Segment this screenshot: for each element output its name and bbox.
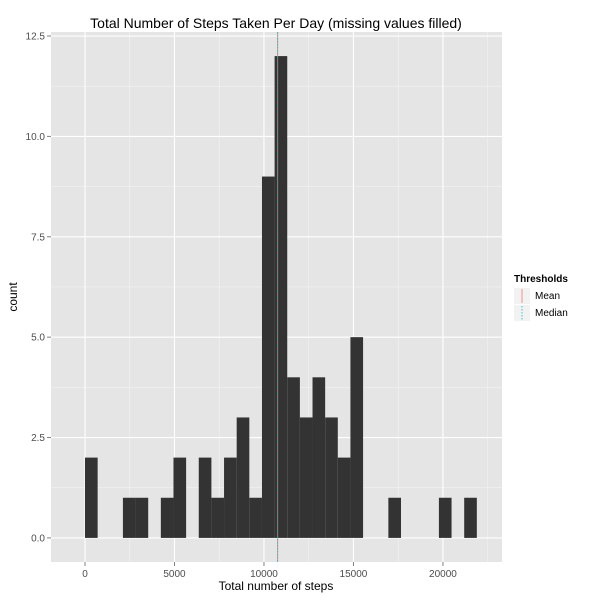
y-axis: 0.0 2.5 5.0 7.5 10.0 12.5 [26, 32, 51, 544]
histogram-bar [85, 457, 98, 538]
histogram-bar [312, 377, 326, 538]
histogram-bar [198, 457, 212, 538]
x-axis: 0 5000 10000 15000 20000 [82, 562, 457, 580]
histogram-bar [325, 417, 338, 538]
legend: Thresholds Mean Median [514, 274, 568, 321]
y-tick-label: 12.5 [26, 32, 46, 43]
y-tick-label: 0.0 [31, 533, 45, 544]
histogram-bar [287, 377, 300, 538]
histogram-bar [236, 417, 250, 538]
x-tick-label: 10000 [250, 569, 278, 580]
histogram-bar [173, 457, 187, 538]
x-axis-title: Total number of steps [219, 579, 334, 593]
legend-label-mean: Mean [535, 291, 560, 302]
histogram-bar [122, 497, 136, 538]
x-tick-label: 20000 [429, 569, 457, 580]
histogram-bar [388, 497, 401, 538]
histogram-bar [337, 457, 351, 538]
x-tick-label: 5000 [163, 569, 186, 580]
histogram-bar [249, 497, 262, 538]
legend-label-median: Median [535, 308, 568, 319]
histogram-bar [160, 497, 174, 538]
histogram-bar [299, 417, 313, 538]
y-tick-label: 5.0 [31, 333, 45, 344]
histogram-bar [261, 176, 275, 538]
histogram-bar [274, 56, 288, 538]
chart-title: Total Number of Steps Taken Per Day (mis… [90, 15, 462, 31]
y-tick-label: 10.0 [26, 132, 46, 143]
y-tick-label: 7.5 [31, 232, 45, 243]
histogram-bar [438, 497, 452, 538]
y-tick-label: 2.5 [31, 433, 45, 444]
plot-panel [51, 32, 502, 562]
x-tick-label: 15000 [340, 569, 368, 580]
histogram-bar [135, 497, 149, 538]
histogram-bar [211, 497, 225, 538]
x-tick-label: 0 [82, 569, 88, 580]
histogram-bar [464, 497, 477, 538]
histogram-bar [350, 337, 364, 538]
y-axis-title: count [6, 282, 20, 312]
legend-title: Thresholds [514, 274, 568, 285]
histogram-bar [224, 457, 237, 538]
